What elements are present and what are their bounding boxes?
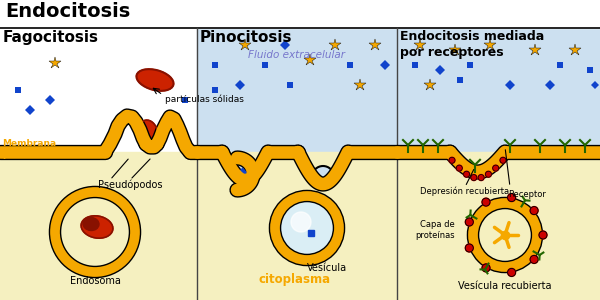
Circle shape bbox=[312, 166, 334, 188]
Text: Vesícula recubierta: Vesícula recubierta bbox=[458, 281, 552, 291]
Circle shape bbox=[465, 244, 473, 252]
Text: Endocitosis: Endocitosis bbox=[5, 2, 130, 21]
Circle shape bbox=[500, 157, 506, 163]
Ellipse shape bbox=[138, 120, 158, 148]
Circle shape bbox=[471, 175, 477, 181]
Circle shape bbox=[539, 231, 547, 239]
Circle shape bbox=[279, 200, 335, 256]
Circle shape bbox=[291, 212, 311, 232]
Circle shape bbox=[465, 218, 473, 226]
Text: Endosoma: Endosoma bbox=[70, 276, 121, 286]
Circle shape bbox=[530, 255, 538, 263]
Circle shape bbox=[449, 157, 455, 163]
Circle shape bbox=[233, 163, 251, 181]
Circle shape bbox=[508, 194, 515, 202]
Circle shape bbox=[59, 196, 131, 268]
Text: citoplasma: citoplasma bbox=[259, 273, 331, 286]
Circle shape bbox=[482, 264, 490, 272]
Text: Fluido extracelular: Fluido extracelular bbox=[248, 50, 346, 60]
Circle shape bbox=[485, 171, 491, 177]
Ellipse shape bbox=[81, 216, 113, 238]
Text: Vesícula: Vesícula bbox=[307, 263, 347, 273]
Ellipse shape bbox=[136, 69, 173, 91]
Text: Pinocitosis: Pinocitosis bbox=[200, 30, 293, 45]
Circle shape bbox=[482, 198, 490, 206]
Ellipse shape bbox=[83, 218, 99, 230]
Circle shape bbox=[508, 268, 515, 276]
Circle shape bbox=[530, 207, 538, 214]
Text: Depresión recubierta: Depresión recubierta bbox=[421, 187, 509, 196]
Text: partículas sólidas: partículas sólidas bbox=[165, 95, 244, 104]
Circle shape bbox=[477, 207, 533, 263]
Text: Pseudópodos: Pseudópodos bbox=[98, 180, 162, 190]
Circle shape bbox=[464, 171, 470, 177]
Circle shape bbox=[493, 165, 499, 171]
Text: Endocitosis mediada
por receptores: Endocitosis mediada por receptores bbox=[400, 30, 544, 59]
Text: Capa de
proteínas: Capa de proteínas bbox=[415, 220, 455, 240]
Text: Membrana
plasmática: Membrana plasmática bbox=[2, 139, 58, 159]
Circle shape bbox=[456, 165, 462, 171]
Text: Fagocitosis: Fagocitosis bbox=[3, 30, 99, 45]
Circle shape bbox=[478, 175, 484, 181]
Text: Receptor: Receptor bbox=[508, 190, 546, 199]
